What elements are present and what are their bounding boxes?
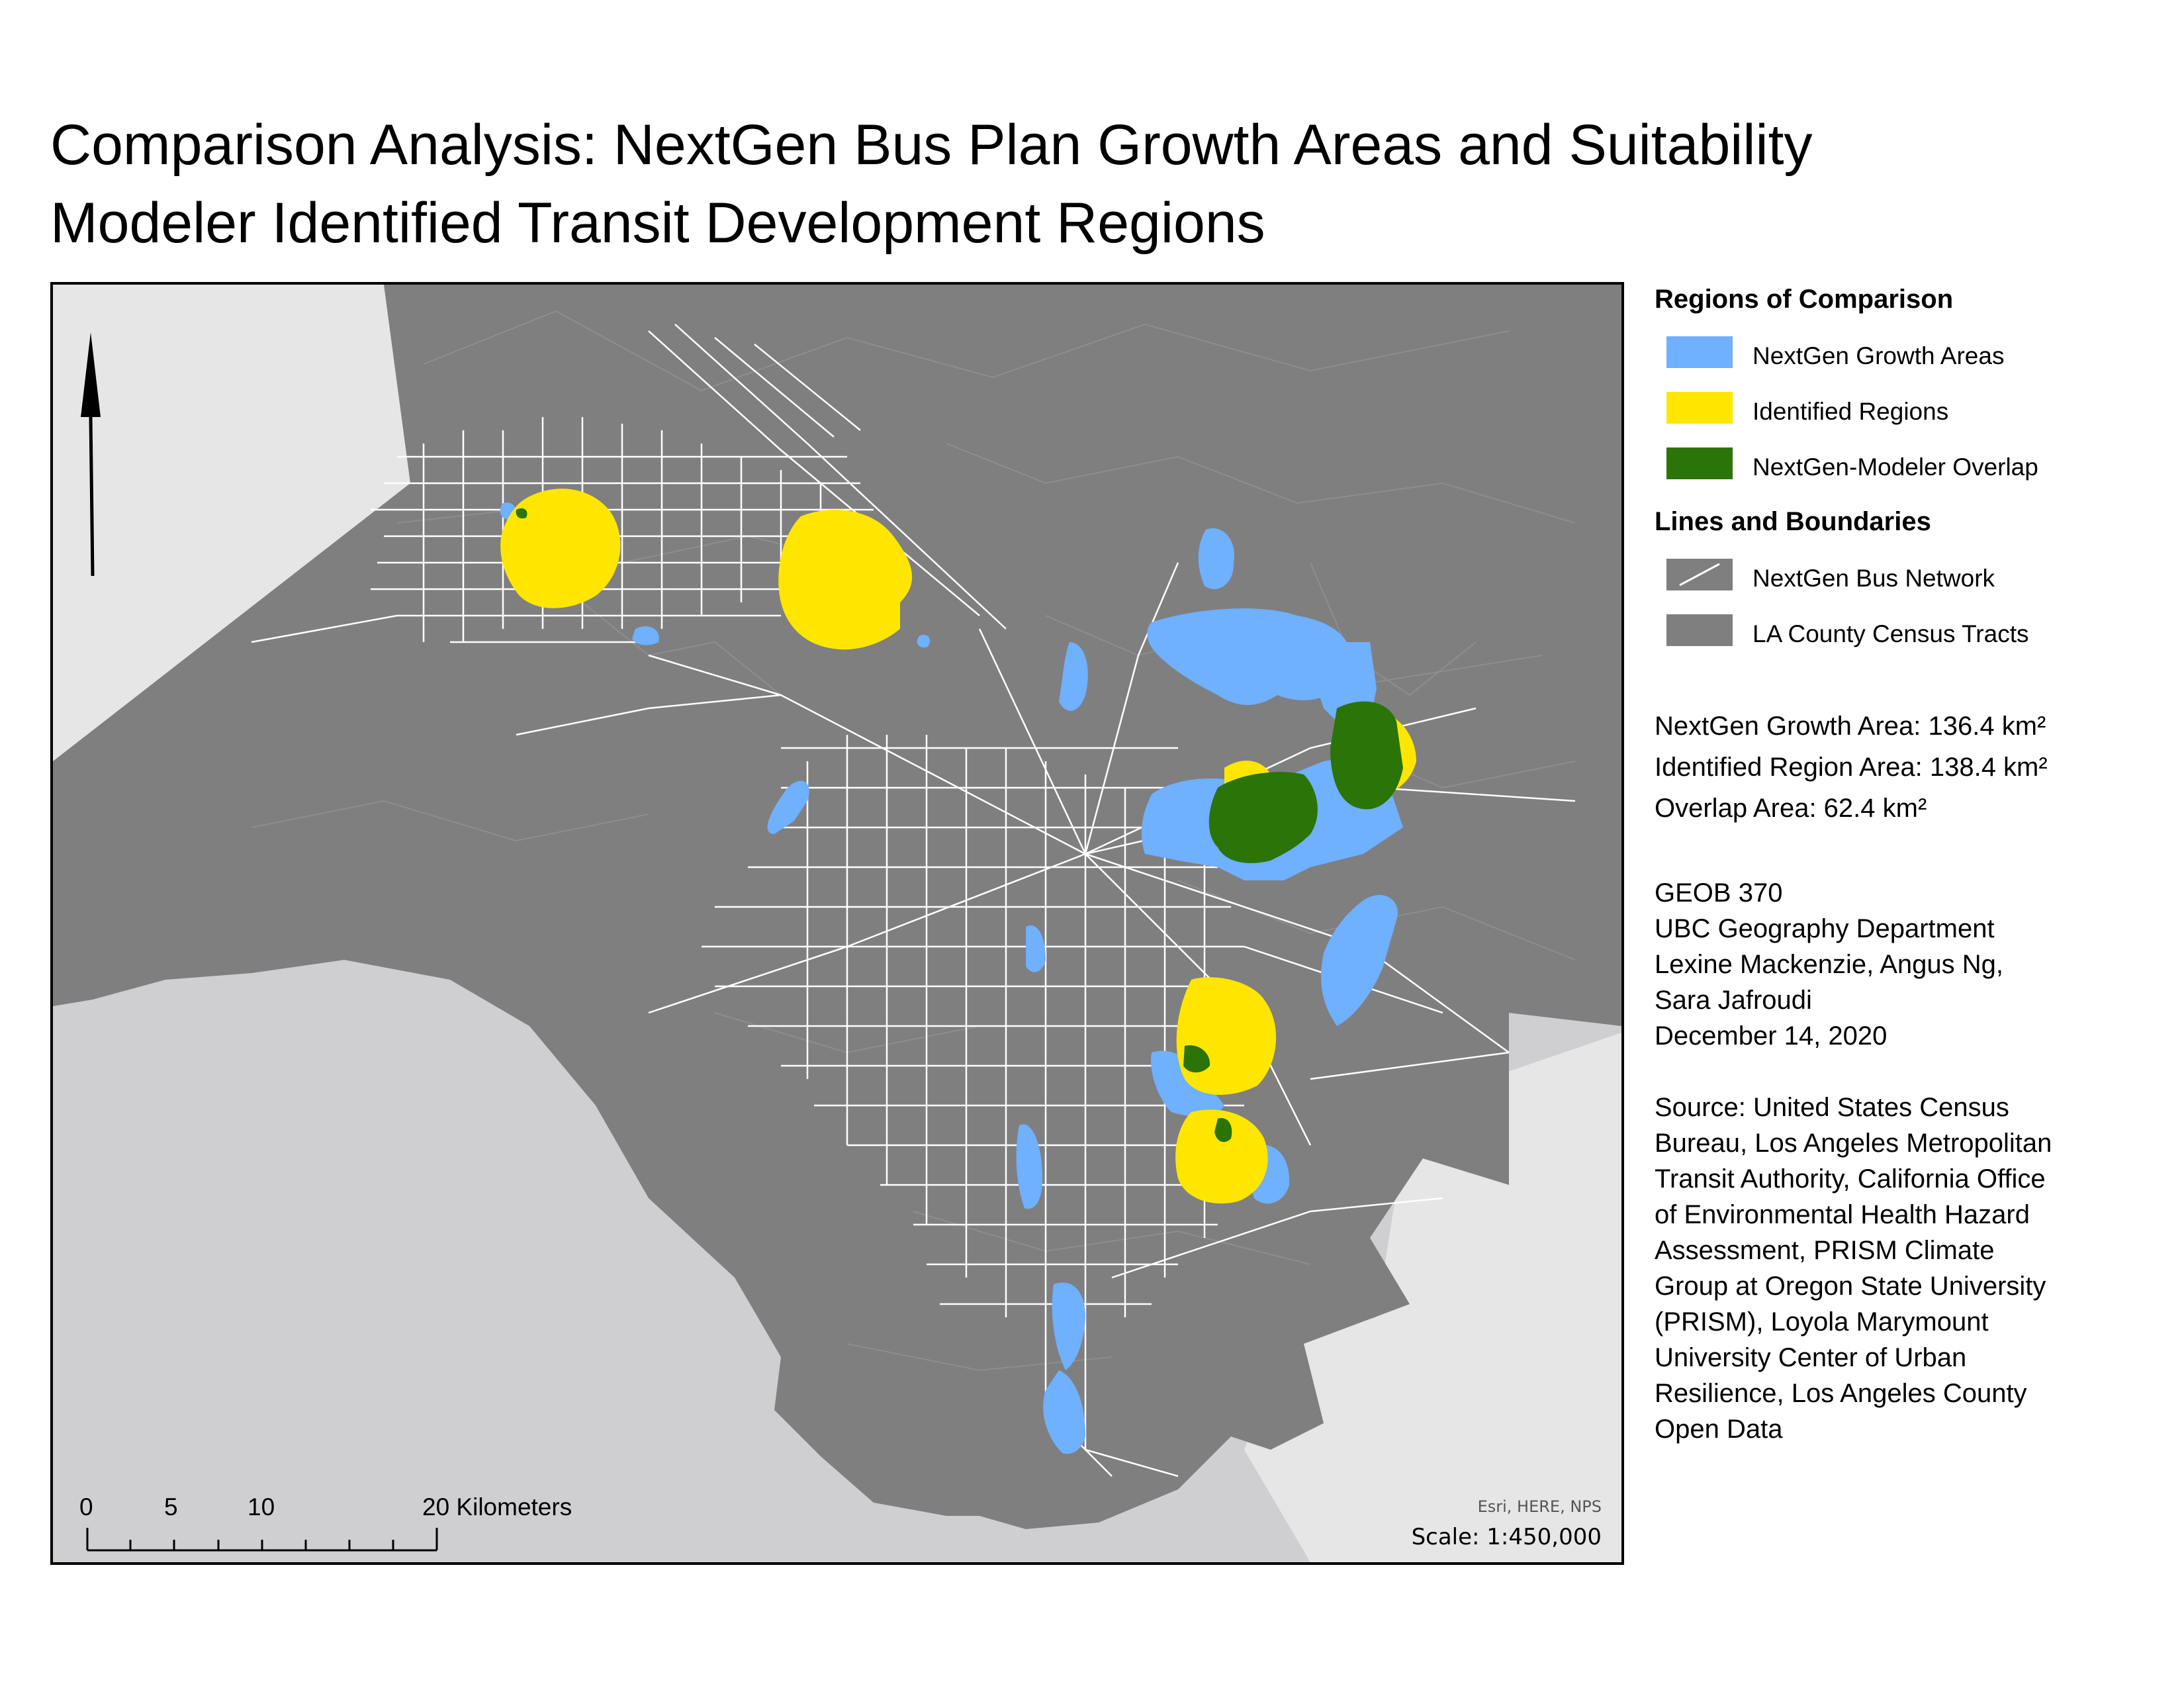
growth-area-blob xyxy=(1016,1124,1042,1209)
swatch-identified xyxy=(1666,392,1733,424)
growth-area-blob xyxy=(1043,1370,1085,1454)
legend-item-overlap: NextGen-Modeler Overlap xyxy=(1655,447,2158,503)
identified-region-blob xyxy=(778,510,913,650)
source-line: Source: United States Census xyxy=(1655,1093,2009,1122)
scale-tick-0: 0 xyxy=(79,1493,93,1521)
overlap-regions xyxy=(516,508,1403,1143)
credit-date: December 14, 2020 xyxy=(1655,1021,1888,1051)
map-scale-text: Scale: 1:450,000 xyxy=(1411,1524,1602,1550)
source-line: of Environmental Health Hazard xyxy=(1655,1200,2030,1229)
source-line: Open Data xyxy=(1655,1415,1783,1444)
legend-heading-regions: Regions of Comparison xyxy=(1655,285,1954,314)
north-arrow-icon xyxy=(81,332,101,577)
overlap-region-blob xyxy=(1183,1045,1210,1073)
swatch-bus-network-icon xyxy=(1666,559,1733,590)
land-outside-county-northwest xyxy=(53,285,410,761)
source-citation: Source: United States Census Bureau, Los… xyxy=(1655,1090,2052,1447)
growth-area-blob xyxy=(1026,925,1046,972)
map-title-line-1: Comparison Analysis: NextGen Bus Plan Gr… xyxy=(50,113,1813,177)
stat-growth-area: NextGen Growth Area: 136.4 km² xyxy=(1655,712,2046,741)
credit-course: GEOB 370 xyxy=(1655,878,1783,908)
legend-item-identified: Identified Regions xyxy=(1655,392,2158,447)
growth-area-blob xyxy=(1059,642,1088,711)
legend-label: NextGen Growth Areas xyxy=(1752,342,2005,369)
legend-label: NextGen Bus Network xyxy=(1752,565,1995,592)
legend-heading-lines: Lines and Boundaries xyxy=(1655,507,1931,536)
swatch-census-tracts xyxy=(1666,614,1733,646)
overlap-region-blob xyxy=(1330,701,1403,810)
stat-overlap-area: Overlap Area: 62.4 km² xyxy=(1655,794,1927,823)
map-title-line-2: Modeler Identified Transit Development R… xyxy=(50,191,1265,255)
growth-area-blob xyxy=(1151,1051,1224,1117)
overlap-region-blob xyxy=(516,508,527,519)
map-canvas[interactable] xyxy=(53,285,1621,1562)
swatch-overlap xyxy=(1666,447,1733,479)
source-line: Assessment, PRISM Climate xyxy=(1655,1236,1995,1265)
swatch-nextgen-growth xyxy=(1666,336,1733,368)
identified-region-blob xyxy=(500,489,621,608)
source-line: Group at Oregon State University xyxy=(1655,1272,2046,1301)
legend-item-census-tracts: LA County Census Tracts xyxy=(1655,614,2158,670)
legend-label: NextGen-Modeler Overlap xyxy=(1752,453,2038,481)
growth-area-blob xyxy=(767,780,809,834)
scale-tick-5: 5 xyxy=(164,1493,178,1521)
growth-area-blob xyxy=(1321,894,1398,1026)
scale-bar xyxy=(86,1528,438,1552)
source-line: (PRISM), Loyola Marymount xyxy=(1655,1307,1989,1336)
growth-area-blob xyxy=(917,635,931,648)
scale-tick-10: 10 xyxy=(248,1493,275,1521)
legend-item-bus-network: NextGen Bus Network xyxy=(1655,559,2158,614)
growth-area-blob xyxy=(1052,1282,1085,1370)
source-line: Bureau, Los Angeles Metropolitan xyxy=(1655,1129,2052,1158)
source-line: Transit Authority, California Office xyxy=(1655,1164,2046,1194)
source-line: University Center of Urban xyxy=(1655,1343,1967,1372)
map-title: Comparison Analysis: NextGen Bus Plan Gr… xyxy=(50,106,2069,262)
growth-area-blob xyxy=(1198,528,1235,590)
credit-department: UBC Geography Department xyxy=(1655,914,1995,943)
source-line: Resilience, Los Angeles County xyxy=(1655,1379,2027,1408)
credits: GEOB 370 UBC Geography Department Lexine… xyxy=(1655,875,2003,1054)
credit-authors-1: Lexine Mackenzie, Angus Ng, xyxy=(1655,950,2003,979)
stat-identified-area: Identified Region Area: 138.4 km² xyxy=(1655,753,2048,782)
land-outside-county xyxy=(53,285,1621,1562)
credit-authors-2: Sara Jafroudi xyxy=(1655,986,1812,1015)
legend-label: Identified Regions xyxy=(1752,398,1949,425)
area-statistics: NextGen Growth Area: 136.4 km² Identifie… xyxy=(1655,706,2048,829)
map-frame[interactable]: 0 5 10 20 Kilometers Esri, HERE, NPS Sca… xyxy=(50,282,1624,1565)
growth-area-blob xyxy=(1147,608,1351,705)
bus-network xyxy=(251,324,1576,1477)
legend-item-nextgen-growth: NextGen Growth Areas xyxy=(1655,336,2158,392)
map-attribution: Esri, HERE, NPS xyxy=(1477,1497,1602,1516)
legend: Regions of Comparison NextGen Growth Are… xyxy=(1655,281,2158,670)
nextgen-growth-areas xyxy=(500,502,1403,1454)
scale-tick-20: 20 Kilometers xyxy=(422,1493,572,1521)
legend-label: LA County Census Tracts xyxy=(1752,620,2029,647)
overlap-region-blob xyxy=(1214,1118,1232,1143)
growth-area-blob xyxy=(632,626,659,645)
identified-region-blob xyxy=(1175,1109,1268,1204)
overlap-region-blob xyxy=(1208,772,1318,863)
